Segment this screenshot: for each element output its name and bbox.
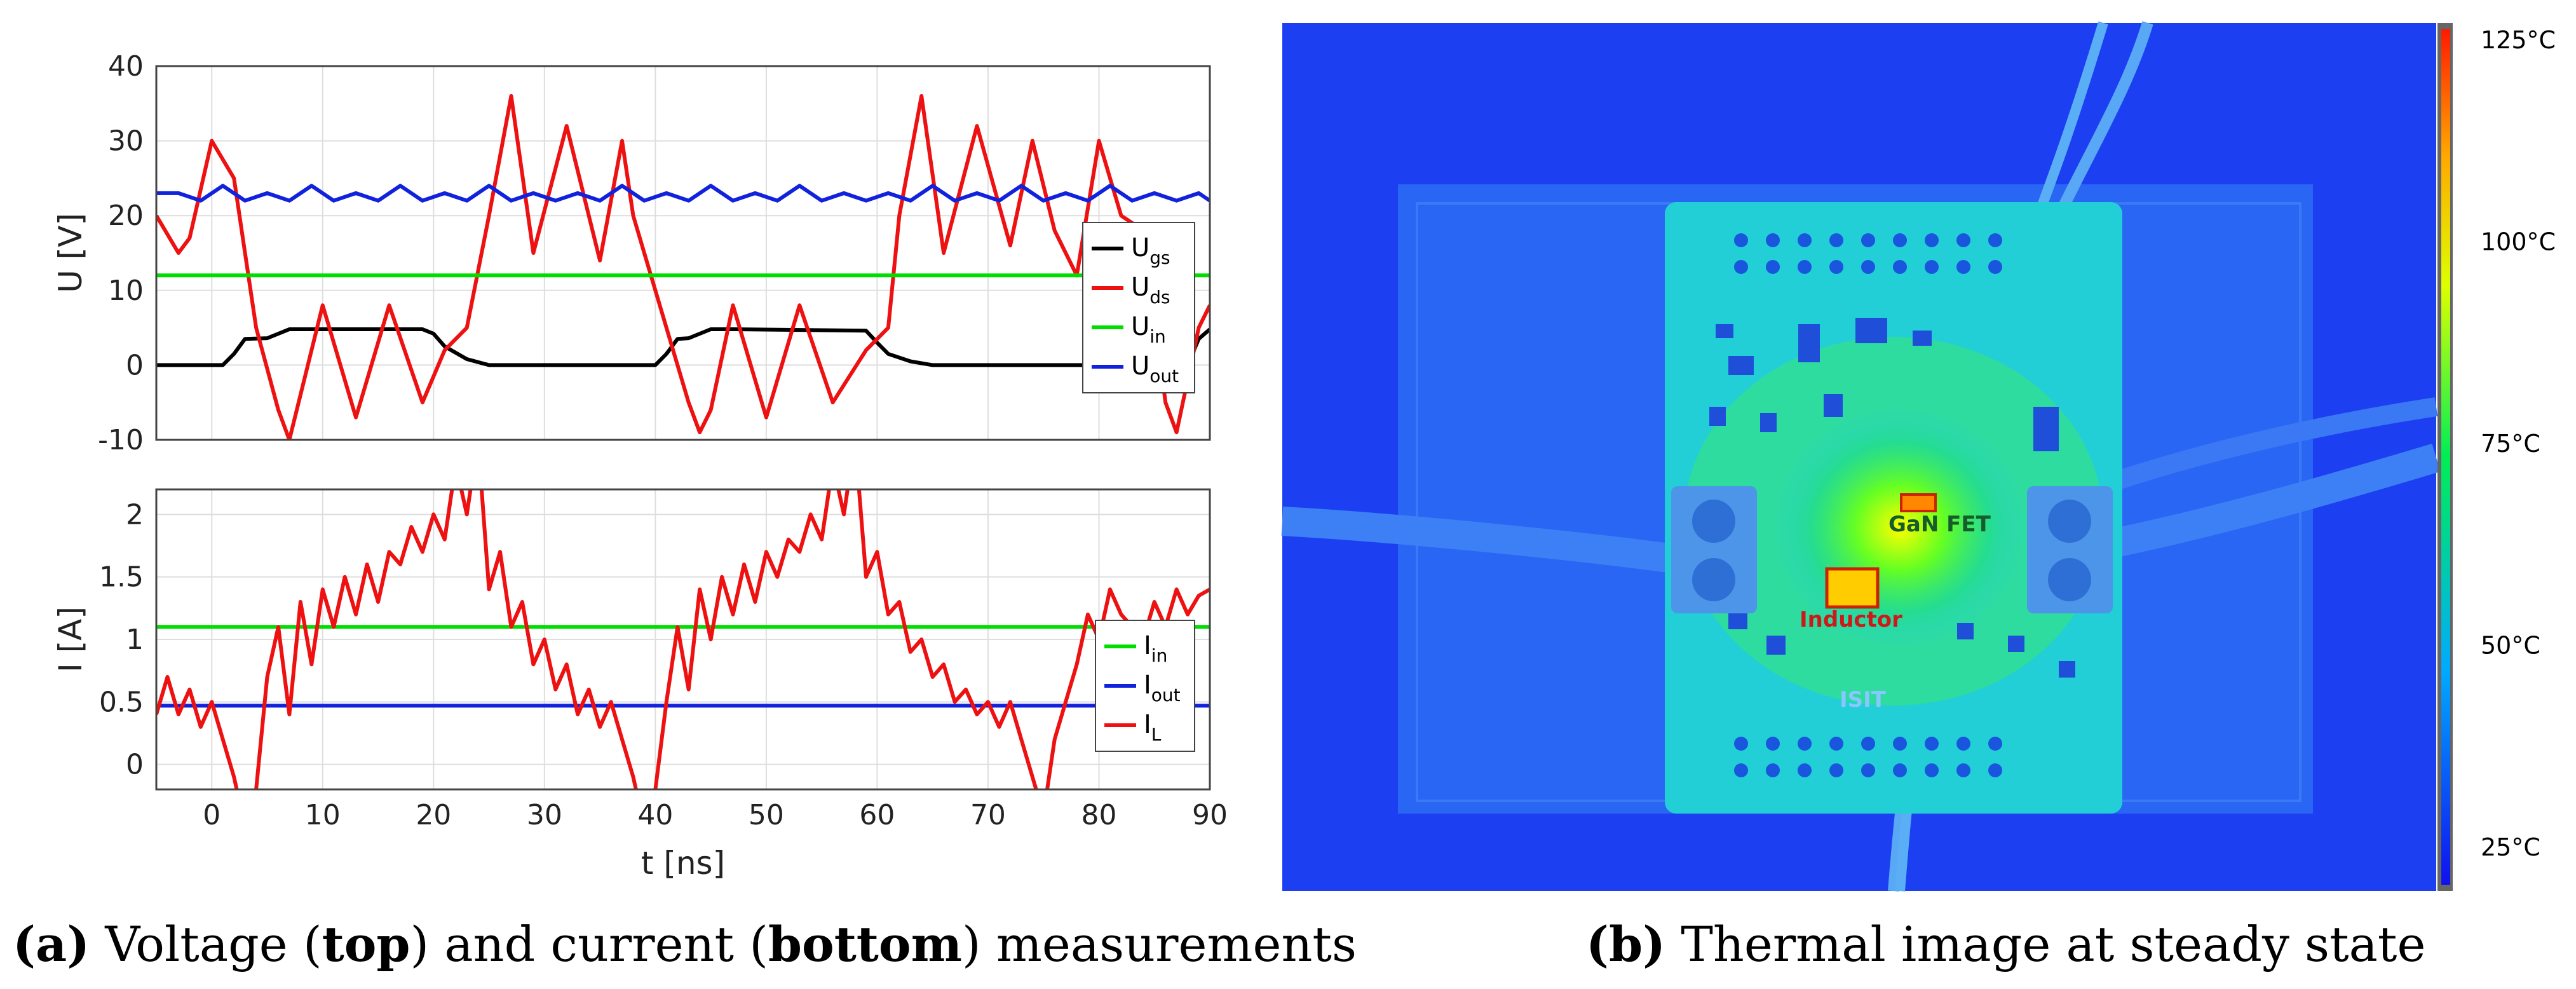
caption-a-label: (a) [13, 916, 90, 972]
current-plot: 0 0.5 1 1.5 2 0 10 20 30 40 50 60 70 80 90 I [A] t [n… [52, 488, 1228, 882]
bot-xtick-label: 60 [859, 799, 895, 831]
bot-legend-entry-out: Iout [1144, 671, 1181, 706]
caption-b-text: Thermal image at steady state [1665, 916, 2425, 972]
bot-xtick-label: 40 [637, 799, 673, 831]
inductor-marker [1825, 567, 1880, 609]
colorbar-label: 125°C [2481, 26, 2556, 54]
top-series-out [156, 184, 1210, 203]
cable-right-2 [2106, 397, 2438, 493]
current-lines [156, 489, 1210, 789]
voltage-lines [156, 94, 1210, 440]
bot-legend-entry-in: Iin [1144, 631, 1167, 666]
current-ytick-labels: 0 0.5 1 1.5 2 [99, 498, 144, 781]
caption-a-text-1: Voltage ( [90, 916, 322, 972]
top-legend-entry-ds: Uds [1131, 273, 1170, 308]
top-ytick-label: 0 [126, 349, 144, 381]
caption-b: (b) Thermal image at steady state [1586, 916, 2425, 972]
top-ytick-label: 30 [108, 125, 144, 158]
bot-xtick-label: 30 [527, 799, 562, 831]
cable-right [2094, 443, 2441, 561]
top-series-gs [156, 327, 1210, 367]
bot-ytick-label: 0 [126, 749, 144, 781]
cable-left [1281, 507, 1680, 574]
top-ytick-label: 20 [108, 200, 144, 232]
bot-xtick-label: 50 [749, 799, 784, 831]
top-ytick-label: 40 [108, 50, 144, 83]
terminal-screw-left-1 [1692, 500, 1735, 543]
caption-a-text-2: ) and current ( [410, 916, 768, 972]
bot-xtick-label: 80 [1081, 799, 1116, 831]
top-ytick-label: -10 [98, 424, 144, 456]
current-ylabel: I [A] [52, 606, 89, 672]
pcb-via-holes [1734, 233, 2002, 777]
top-legend-entry-in: Uin [1131, 312, 1166, 347]
gan-fet-label: GaN FET [1888, 512, 1991, 537]
colorbar-label: 100°C [2481, 228, 2556, 256]
caption-a-text-3: ) measurements [962, 916, 1357, 972]
bot-xtick-label: 20 [416, 799, 451, 831]
top-legend-entry-gs: Ugs [1131, 233, 1170, 268]
voltage-legend: Ugs Uds Uin Uout [1082, 222, 1195, 393]
gan-fet-marker [1900, 493, 1937, 512]
top-ytick-label: 10 [108, 275, 144, 307]
voltage-ylabel: U [V] [52, 213, 89, 293]
colorbar-labels: 125°C 100°C 75°C 50°C 25°C [2481, 26, 2556, 861]
colorbar-label: 25°C [2481, 833, 2540, 861]
thermal-image: GaN FET Inductor ISIT 125°C 100°C 75°C 50°C… [1281, 21, 2556, 892]
terminal-screw-left-2 [1692, 558, 1735, 601]
terminal-screw-right-2 [2048, 558, 2091, 601]
bot-legend-entry-L: IL [1144, 710, 1162, 745]
colorbar-label: 50°C [2481, 632, 2540, 660]
colorbar [2441, 29, 2450, 885]
isit-logo: ISIT [1840, 687, 1887, 713]
bot-xtick-label: 90 [1192, 799, 1228, 831]
caption-a-bold-1: top [322, 916, 410, 972]
current-legend: Iin Iout IL [1095, 620, 1195, 752]
current-xlabel: t [ns] [641, 845, 725, 882]
top-legend-box [1082, 222, 1195, 393]
bot-series-L [156, 489, 1210, 789]
caption-a: (a) Voltage (top) and current (bottom) m… [13, 916, 1357, 972]
terminal-screw-right-1 [2048, 500, 2091, 543]
colorbar-label: 75°C [2481, 430, 2540, 458]
pcb-components [1709, 318, 2075, 678]
bot-xtick-label: 0 [203, 799, 220, 831]
bot-xtick-label: 70 [970, 799, 1006, 831]
bot-ytick-label: 2 [126, 498, 144, 531]
voltage-ytick-labels: -10 0 10 20 30 40 [98, 50, 144, 456]
bot-xtick-label: 10 [305, 799, 341, 831]
current-xtick-labels: 0 10 20 30 40 50 60 70 80 90 [203, 799, 1228, 831]
bot-ytick-label: 1 [126, 624, 144, 656]
voltage-plot: -10 0 10 20 30 40 U [V] Ugs Uds Uin Uout [52, 50, 1211, 456]
bot-ytick-label: 1.5 [99, 561, 144, 594]
bot-ytick-label: 0.5 [99, 686, 144, 718]
top-series-ds [156, 94, 1210, 440]
caption-b-label: (b) [1586, 916, 1665, 972]
caption-a-bold-2: bottom [768, 916, 962, 972]
top-legend-entry-out: Uout [1131, 351, 1179, 386]
inductor-label: Inductor [1800, 607, 1902, 632]
